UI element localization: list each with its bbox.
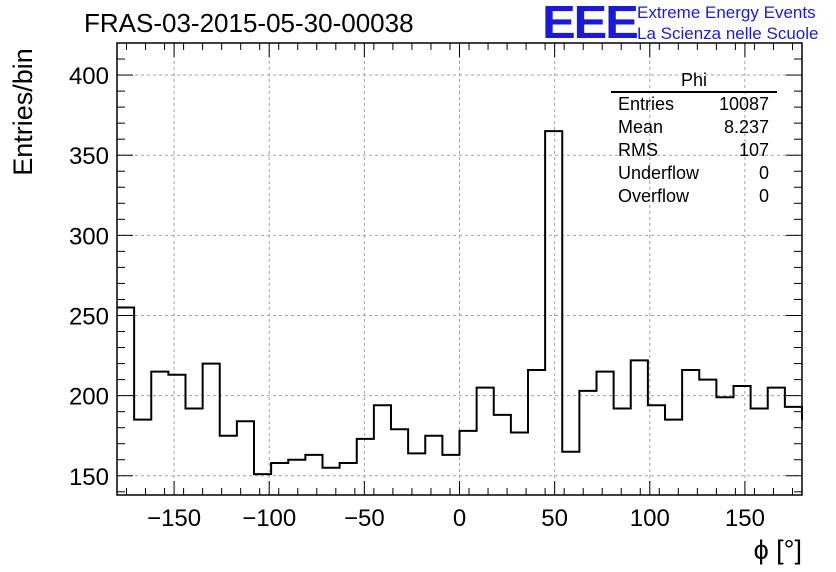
y-tick-label: 150 (69, 464, 109, 491)
stats-row-rms: RMS 107 (611, 139, 777, 162)
stats-row-underflow: Underflow 0 (611, 162, 777, 185)
histogram-bin (357, 439, 374, 495)
y-axis-label: Entries/bin (8, 48, 38, 176)
histogram-bin (665, 420, 682, 495)
histogram-bin (220, 436, 237, 495)
stats-box-title: Phi (611, 70, 777, 93)
y-tick-label: 300 (69, 223, 109, 250)
histogram-bin (391, 429, 408, 495)
x-tick-label: 0 (453, 505, 466, 532)
histogram-bin (408, 453, 425, 495)
histogram-bin (545, 131, 562, 495)
x-tick-label: −150 (147, 505, 201, 532)
histogram-bin (305, 455, 322, 495)
histogram-bin (528, 370, 545, 495)
histogram-bars (117, 130, 803, 495)
x-tick-label: 100 (630, 505, 670, 532)
histogram-bin (751, 408, 768, 495)
histogram-bin (425, 436, 442, 495)
histogram-bin (614, 408, 631, 495)
stats-value: 0 (758, 163, 769, 183)
histogram-bin (562, 452, 579, 495)
logo-caption-line-2: La Scienza nelle Scuole (637, 24, 819, 43)
histogram-bin (186, 408, 203, 495)
histogram-bin (631, 360, 648, 495)
histogram-bin (254, 474, 271, 495)
histogram-bin (716, 397, 733, 495)
stats-label: Underflow (618, 163, 700, 183)
stats-row-entries: Entries 10087 (611, 93, 777, 116)
histogram-bin (734, 386, 751, 495)
stats-label: Entries (618, 94, 675, 114)
histogram-bin (460, 431, 477, 495)
stats-row-mean: Mean 8.237 (611, 116, 777, 139)
histogram-bin (682, 370, 699, 495)
stats-value: 107 (738, 140, 769, 160)
histogram-bin (768, 388, 785, 495)
histogram-bin (511, 432, 528, 495)
x-axis: −150 −100 −50 0 50 100 150 (126, 43, 793, 532)
stats-box: Phi Entries 10087 Mean 8.237 RMS 107 Und… (611, 70, 777, 208)
eee-logo: EEE (542, 0, 639, 48)
grid-lines (117, 43, 802, 495)
histogram-bin (288, 460, 305, 495)
stats-row-overflow: Overflow 0 (611, 185, 777, 208)
y-tick-label: 250 (69, 303, 109, 330)
histogram-bin (340, 463, 357, 495)
y-tick-label: 200 (69, 384, 109, 411)
histogram-bin (785, 407, 802, 495)
histogram-bin (442, 455, 459, 495)
x-axis-label: ϕ [°] (754, 535, 802, 565)
stats-label: Mean (618, 117, 664, 137)
y-axis: 150 200 250 300 350 400 (69, 58, 802, 493)
histogram-bin (168, 375, 185, 495)
x-tick-label: −100 (242, 505, 296, 532)
stats-label: Overflow (618, 186, 690, 206)
stats-label: RMS (618, 140, 658, 160)
stats-value: 10087 (718, 94, 769, 114)
x-tick-label: 50 (541, 505, 568, 532)
logo-caption-line-1: Extreme Energy Events (637, 3, 816, 22)
x-tick-label: −50 (344, 505, 385, 532)
histogram-outline (117, 130, 803, 476)
histogram-bin (237, 421, 254, 495)
stats-value: 8.237 (723, 117, 769, 137)
histogram-bin (323, 468, 340, 495)
histogram-bin (117, 307, 134, 495)
histogram-bin (648, 405, 665, 495)
chart-title: FRAS-03-2015-05-30-00038 (84, 8, 414, 38)
histogram-bin (699, 380, 716, 495)
histogram-bin (203, 364, 220, 495)
histogram-bin (374, 405, 391, 495)
histogram-bin (494, 415, 511, 495)
histogram-bin (134, 420, 151, 495)
x-tick-label: 150 (725, 505, 765, 532)
histogram-bin (477, 388, 494, 495)
y-tick-label: 350 (69, 143, 109, 170)
histogram-bin (151, 372, 168, 495)
histogram-bin (597, 372, 614, 495)
y-tick-label: 400 (69, 63, 109, 90)
stats-value: 0 (758, 186, 769, 206)
logo-caption: Extreme Energy Events La Scienza nelle S… (637, 2, 818, 44)
histogram-bin (579, 391, 596, 495)
histogram-bin (271, 463, 288, 495)
